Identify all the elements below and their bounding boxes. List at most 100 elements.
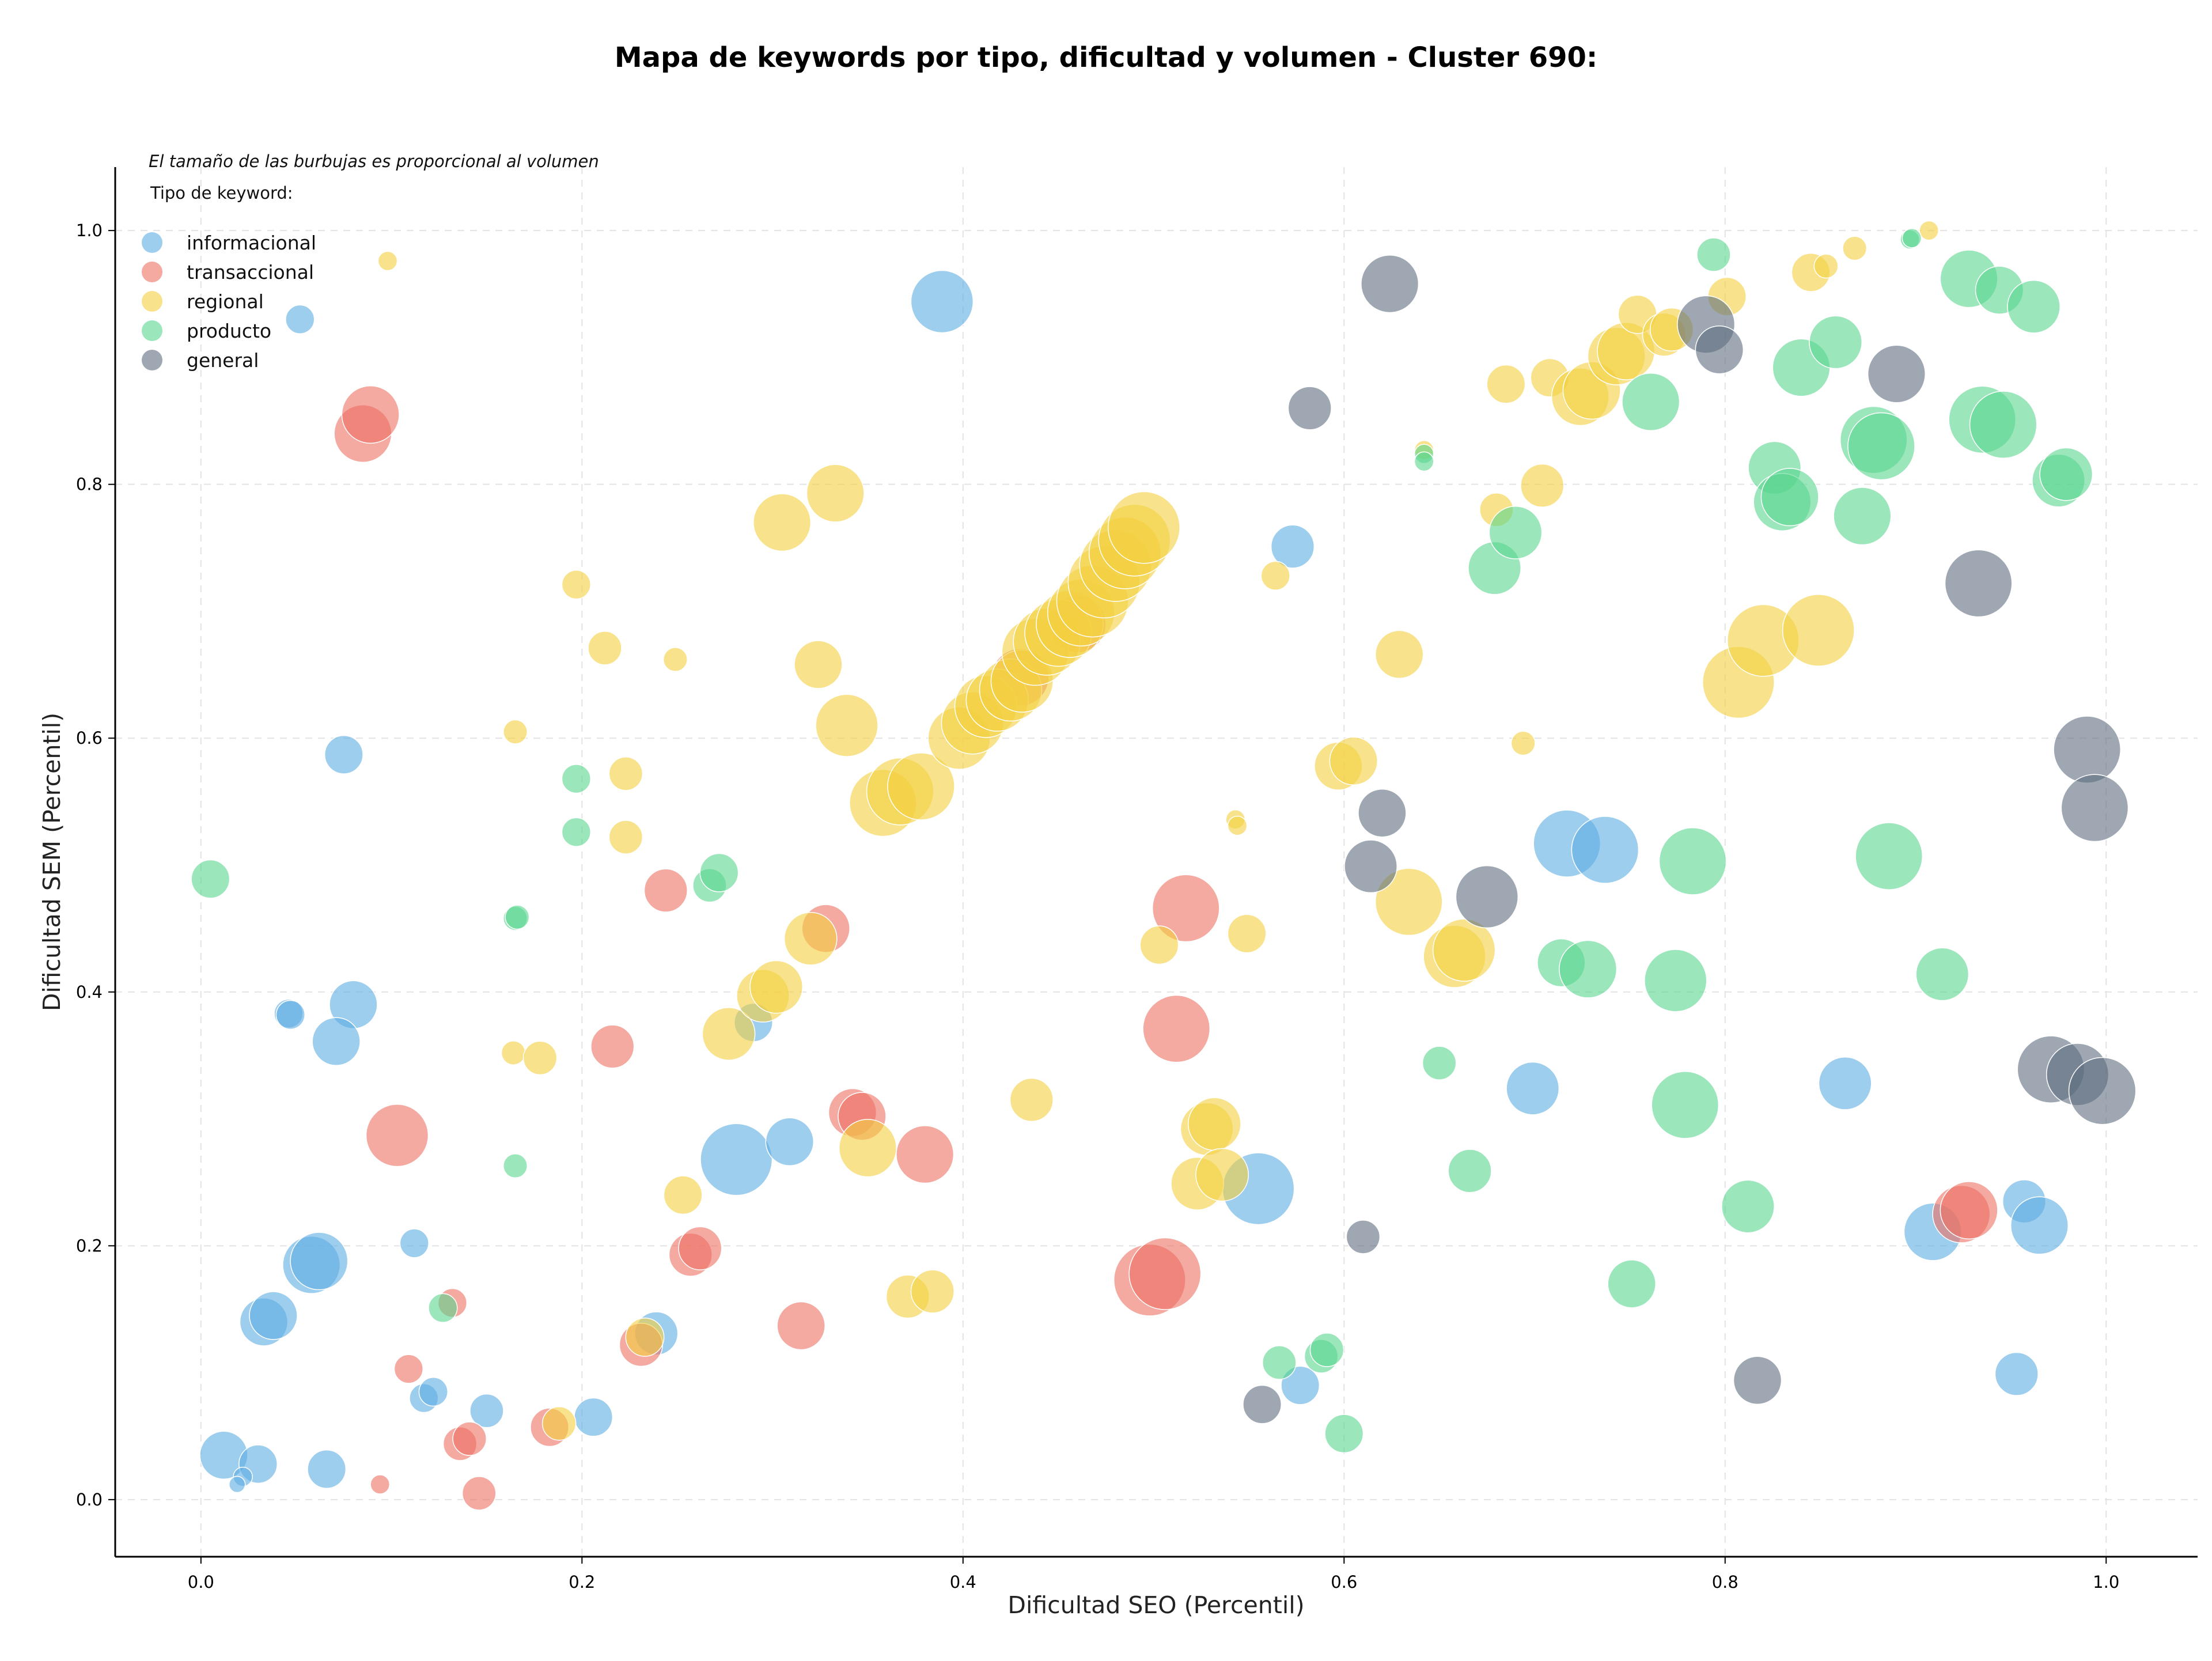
transaccional-bubble: [370, 1474, 391, 1494]
legend-label-informacional: informacional: [187, 232, 316, 254]
x-tick-label: 0.0: [188, 1572, 214, 1592]
producto-bubble: [1969, 391, 2037, 459]
regional-bubble: [783, 911, 838, 966]
informacional-bubble: [1281, 1365, 1320, 1405]
producto-bubble: [561, 817, 592, 847]
transaccional-bubble: [643, 868, 688, 913]
producto-bubble: [503, 1153, 528, 1179]
regional-bubble: [753, 493, 812, 552]
producto-bubble: [1760, 468, 1819, 527]
regional-bubble: [662, 647, 688, 672]
general-bubble: [1867, 345, 1926, 403]
producto-bubble: [1902, 228, 1922, 248]
transaccional-bubble: [365, 1103, 429, 1167]
bubble-size-note: El tamaño de las burbujas es proporciona…: [149, 152, 599, 171]
general-bubble: [1287, 386, 1332, 430]
general-bubble: [1695, 325, 1744, 374]
informacional-bubble: [290, 1232, 349, 1291]
producto-bubble: [1422, 1046, 1457, 1080]
informacional-bubble: [228, 1475, 246, 1493]
x-tick-label: 0.6: [1331, 1572, 1357, 1592]
informacional-bubble: [324, 735, 363, 774]
y-tick-label: 0.2: [76, 1236, 103, 1255]
general-bubble: [1346, 1220, 1381, 1254]
regional-bubble: [501, 1041, 526, 1066]
producto-bubble: [1658, 827, 1727, 895]
x-tick-label: 0.4: [950, 1572, 976, 1592]
regional-bubble: [663, 1175, 703, 1215]
legend-label-transaccional: transaccional: [187, 261, 314, 283]
producto-bubble: [1833, 487, 1892, 546]
producto-bubble: [1559, 940, 1618, 998]
informacional-bubble: [1994, 1352, 2039, 1396]
informacional-bubble: [307, 1450, 347, 1489]
general-bubble: [1361, 255, 1419, 313]
regional-bubble: [608, 820, 643, 854]
producto-bubble: [699, 853, 739, 892]
x-ticks: 0.0 0.2 0.4 0.6 0.8 1.0: [188, 1557, 2119, 1592]
producto-bubble: [1309, 1333, 1344, 1367]
producto-bubble: [505, 905, 530, 930]
transaccional-bubble: [341, 385, 400, 444]
regional-bubble: [1782, 594, 1855, 667]
producto-bubble: [1607, 1259, 1656, 1308]
legend-marker-informacional: [142, 232, 162, 253]
informacional-bubble: [285, 304, 315, 334]
transaccional-bubble: [461, 1476, 497, 1511]
legend-marker-regional: [142, 291, 162, 312]
transaccional-bubble: [590, 1024, 635, 1069]
regional-bubble: [910, 1269, 955, 1314]
producto-bubble: [1915, 947, 1969, 1001]
regional-bubble: [702, 1007, 756, 1061]
regional-bubble: [625, 1317, 665, 1357]
transaccional-bubble: [1152, 874, 1220, 943]
y-tick-label: 0.8: [76, 475, 103, 494]
x-tick-label: 0.2: [569, 1572, 595, 1592]
producto-bubble: [1414, 451, 1434, 472]
y-tick-label: 0.0: [76, 1490, 103, 1509]
x-tick-label: 0.8: [1712, 1572, 1738, 1592]
general-bubble: [2053, 716, 2122, 784]
legend-label-producto: producto: [187, 320, 271, 342]
legend-label-regional: regional: [187, 290, 264, 313]
producto-bubble: [561, 764, 592, 794]
regional-bubble: [1227, 815, 1248, 836]
producto-bubble: [1448, 1149, 1492, 1193]
regional-bubble: [887, 752, 955, 820]
x-tick-label: 1.0: [2093, 1572, 2119, 1592]
regional-bubble: [1432, 918, 1496, 982]
axes: [114, 167, 2198, 1558]
legend-marker-general: [142, 350, 162, 370]
transaccional-bubble: [1128, 1237, 1202, 1310]
general-bubble: [2061, 774, 2129, 842]
transaccional-bubble: [896, 1125, 955, 1184]
regional-bubble: [588, 631, 622, 665]
transaccional-bubble: [777, 1301, 825, 1350]
informacional-bubble: [1818, 1056, 1872, 1110]
general-bubble: [1243, 1384, 1282, 1424]
informacional-bubble: [2010, 1196, 2069, 1255]
general-bubble: [1358, 788, 1407, 838]
y-axis-label: Dificultad SEM (Percentil): [38, 713, 66, 1011]
producto-bubble: [428, 1293, 458, 1323]
chart-title: Mapa de keywords por tipo, dificultad y …: [615, 41, 1597, 74]
producto-bubble: [2007, 279, 2061, 334]
producto-bubble: [1721, 1179, 1775, 1234]
transaccional-bubble: [452, 1421, 487, 1456]
regional-bubble: [1813, 253, 1839, 279]
regional-bubble: [1139, 925, 1179, 965]
producto-bubble: [1855, 822, 1923, 890]
regional-bubble: [1108, 491, 1181, 564]
y-tick-label: 0.6: [76, 728, 103, 748]
x-axis-label: Dificultad SEO (Percentil): [1007, 1591, 1304, 1619]
producto-bubble: [1651, 1070, 1719, 1139]
producto-bubble: [1644, 949, 1707, 1012]
regional-bubble: [1227, 914, 1267, 954]
producto-bubble: [1262, 1345, 1297, 1380]
general-bubble: [2068, 1057, 2137, 1125]
general-bubble: [1344, 839, 1397, 894]
y-ticks: 0.0 0.2 0.4 0.6 0.8 1.0: [76, 221, 115, 1509]
bubbles: [191, 220, 2137, 1511]
legend: informacional transaccional regional produc…: [142, 232, 316, 372]
